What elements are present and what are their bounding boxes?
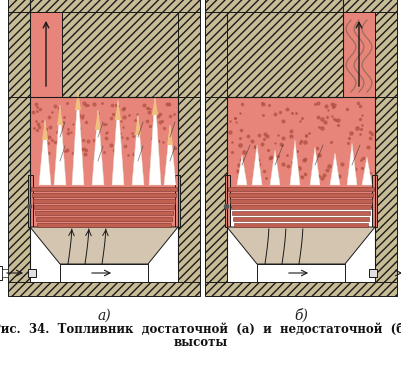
Bar [227, 97, 374, 207]
Bar [178, 97, 200, 282]
Bar [37, 223, 170, 227]
Bar [374, 97, 396, 282]
Polygon shape [135, 115, 141, 135]
Bar [371, 175, 376, 227]
Polygon shape [289, 140, 299, 185]
Bar [8, 282, 200, 296]
Polygon shape [251, 145, 261, 185]
Bar [28, 269, 36, 277]
Bar [256, 264, 344, 282]
Bar [205, 282, 396, 296]
Bar [30, 12, 62, 97]
Polygon shape [237, 155, 246, 185]
Text: б): б) [293, 309, 307, 323]
Bar [8, 97, 30, 282]
Bar [28, 175, 33, 227]
Polygon shape [42, 120, 48, 140]
Bar [35, 211, 172, 215]
Polygon shape [115, 100, 121, 120]
Bar [231, 211, 369, 215]
Polygon shape [95, 110, 101, 130]
Bar [231, 205, 370, 209]
Bar [36, 217, 172, 221]
Bar [8, 12, 30, 97]
Polygon shape [346, 143, 356, 185]
Bar [60, 264, 148, 282]
Text: а): а) [97, 309, 111, 323]
Polygon shape [152, 95, 158, 115]
Bar [229, 199, 371, 203]
Bar [2, 269, 8, 277]
Bar [30, 97, 178, 227]
Polygon shape [166, 125, 172, 145]
Polygon shape [75, 90, 81, 110]
Bar [225, 175, 229, 227]
Polygon shape [72, 90, 84, 185]
Polygon shape [329, 153, 339, 185]
Polygon shape [149, 95, 160, 185]
Polygon shape [309, 147, 319, 185]
Polygon shape [57, 105, 63, 125]
Polygon shape [30, 227, 178, 264]
Bar [8, 0, 200, 12]
Bar [62, 12, 178, 97]
Text: высоты: высоты [174, 336, 227, 349]
Polygon shape [164, 125, 176, 185]
Bar [205, 97, 227, 282]
Polygon shape [112, 100, 124, 185]
Bar [205, 0, 396, 12]
Bar [233, 217, 368, 221]
Polygon shape [54, 105, 66, 185]
Bar [342, 12, 374, 97]
Bar [227, 187, 373, 191]
Bar [368, 269, 376, 277]
Polygon shape [39, 120, 51, 185]
Bar [0, 266, 2, 280]
Bar [178, 12, 200, 97]
Text: Рис.  34.  Топливник  достаточной  (а)  и  недостаточной  (б): Рис. 34. Топливник достаточной (а) и нед… [0, 322, 401, 335]
Polygon shape [92, 110, 104, 185]
Bar [34, 205, 174, 209]
Polygon shape [132, 115, 144, 185]
Bar [233, 223, 367, 227]
Bar [33, 199, 174, 203]
Bar [174, 175, 180, 227]
Bar [31, 187, 176, 191]
Polygon shape [361, 157, 371, 185]
Bar [32, 193, 176, 197]
Bar [229, 193, 372, 197]
Bar [374, 12, 396, 97]
Polygon shape [269, 150, 279, 185]
Bar [205, 12, 227, 97]
Bar [227, 12, 342, 97]
Polygon shape [227, 227, 374, 264]
